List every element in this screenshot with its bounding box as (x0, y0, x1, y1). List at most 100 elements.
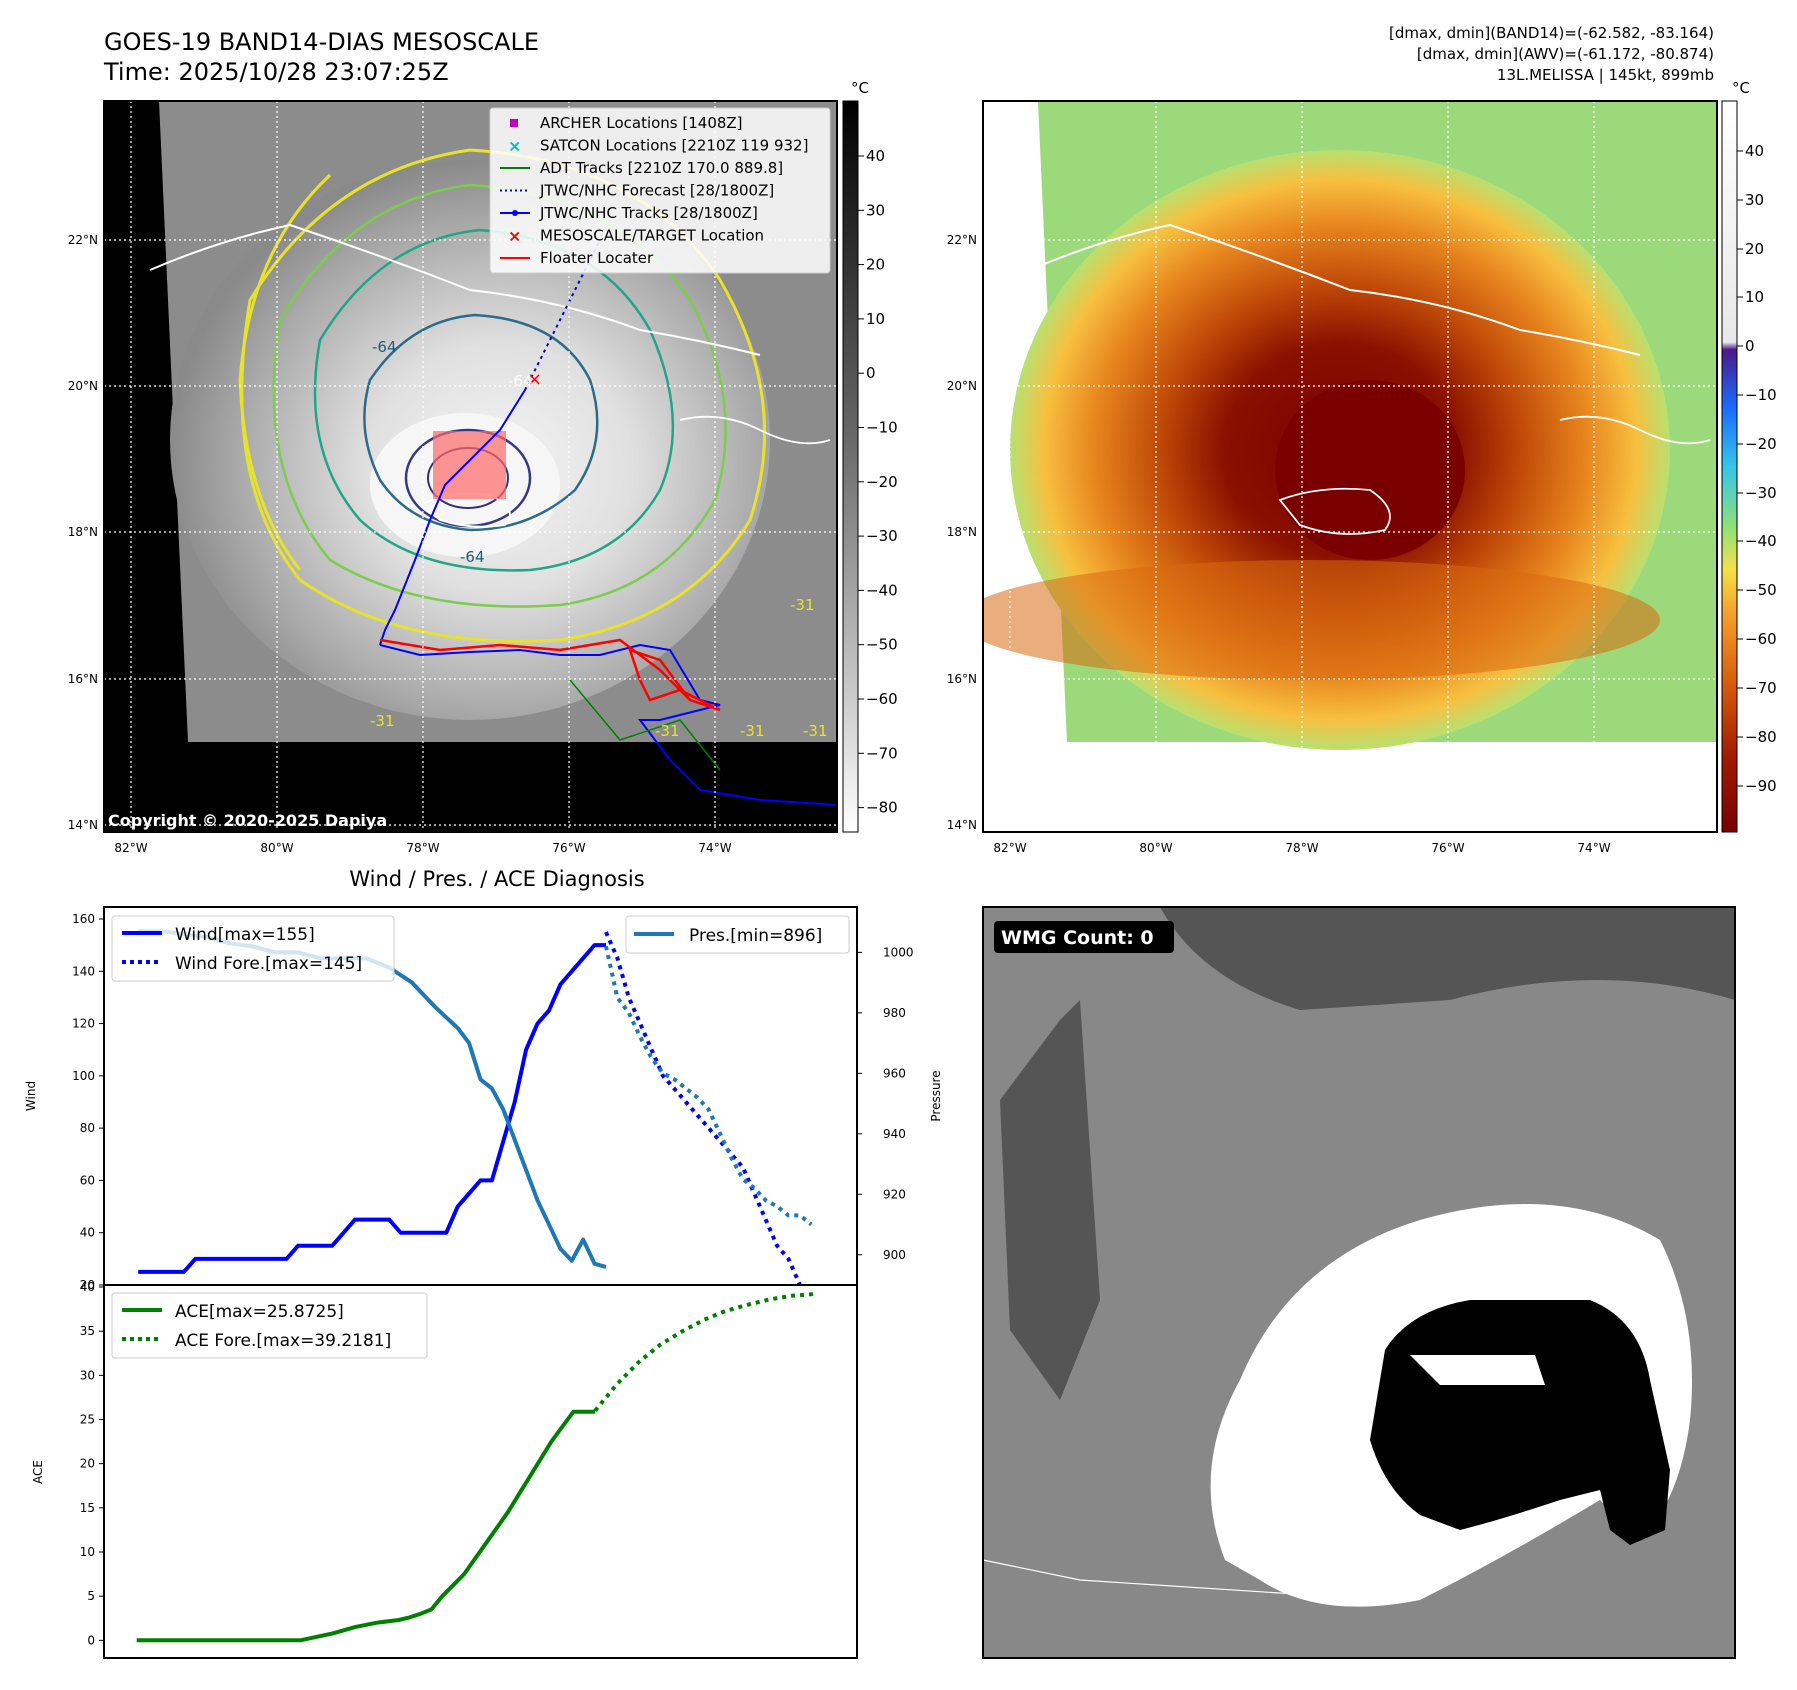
wind-legend-box (111, 915, 395, 982)
contour-yellow (240, 148, 767, 643)
wind-tick-label: 40 (80, 1226, 95, 1240)
colorbar-tick-label: −40 (866, 581, 898, 599)
copyright: Copyright © 2020-2025 Dapiya (108, 811, 387, 830)
colorbar-tick-label: 20 (1745, 240, 1764, 258)
contour-label: -31 (655, 722, 680, 740)
wind-legend-label: Wind[max=155] (175, 925, 315, 945)
colorbar-tick-label: −90 (1745, 777, 1777, 795)
legend-label: SATCON Locations [2210Z 119 932] (540, 137, 808, 155)
wind-pressure-frame (103, 906, 858, 1286)
lon-label: 78°W (1285, 841, 1318, 855)
colorbar-tick-label: −70 (866, 744, 898, 762)
contour-label: -64 (460, 548, 485, 566)
legend-label: ARCHER Locations [1408Z] (540, 114, 743, 132)
lat-label: 22°N (947, 233, 977, 247)
lon-label: 74°W (698, 841, 731, 855)
wmg-frame (982, 906, 1736, 1659)
legend-marker (510, 119, 518, 127)
legend-marker: × (508, 137, 521, 156)
ir-colorbar-unit: °C (851, 79, 869, 97)
pressure-forecast-line (604, 945, 813, 1227)
wmg-panel: WMG Count: 0 (982, 906, 1736, 1659)
jtwc-track (379, 389, 526, 646)
color-axis-labels: 82°W 80°W 78°W 76°W 74°W 22°N 20°N 18°N … (947, 233, 1611, 855)
lon-label: 82°W (114, 841, 147, 855)
pressure-tick-label: 1000 (883, 945, 914, 959)
color-rainband (983, 560, 1660, 680)
lat-label: 16°N (68, 672, 98, 686)
info-band14-range: [dmax, dmin](BAND14)=(-62.582, -83.164) (1389, 24, 1714, 42)
contour-label: -64 (508, 372, 533, 390)
ace-legend-box (111, 1292, 428, 1359)
colorbar-tick-label: 20 (866, 256, 885, 274)
contour-label: -31 (803, 722, 828, 740)
lon-label: 76°W (552, 841, 585, 855)
contour-green (272, 183, 727, 608)
lat-label: 14°N (947, 818, 977, 832)
wmg-eye (1410, 1355, 1545, 1385)
ace-legend-label: ACE[max=25.8725] (175, 1302, 344, 1322)
legend-label: JTWC/NHC Tracks [28/1800Z] (539, 204, 758, 222)
wind-tick-label: 140 (72, 964, 95, 978)
colorbar-tick-label: −30 (866, 527, 898, 545)
lon-label: 82°W (993, 841, 1026, 855)
jtwc-track-past (379, 643, 837, 806)
contour-labels: -64 -64 -64 -31 -31 -31 -31 -31 (370, 338, 828, 740)
contour-label: -64 (372, 338, 397, 356)
lat-label: 20°N (947, 379, 977, 393)
lat-label: 16°N (947, 672, 977, 686)
ace-tick-label: 5 (87, 1589, 95, 1603)
colorbar-tick-label: 0 (866, 364, 876, 382)
colorbar-tick-label: 40 (866, 147, 885, 165)
wmg-dark-region (1160, 907, 1735, 1010)
adt-track (569, 679, 721, 771)
wmg-dark-band (1000, 1000, 1100, 1400)
colorbar-tick-label: −80 (1745, 728, 1777, 746)
color-colorbar-bar (1721, 100, 1738, 833)
coastline-hispaniola (1559, 415, 1711, 445)
wind-tick-label: 120 (72, 1017, 95, 1031)
lat-label: 18°N (68, 525, 98, 539)
wind-tick-label: 20 (80, 1278, 95, 1292)
wmg-coastline (983, 1559, 1311, 1596)
wind-tick-label: 100 (72, 1069, 95, 1083)
color-map-panel (982, 100, 1718, 833)
ir-map-frame (103, 100, 838, 833)
colorbar-tick-label: −40 (1745, 532, 1777, 550)
contour-label: -31 (790, 596, 815, 614)
ace-chart: ACE 0 5 10 15 20 25 30 35 40 ACE[max=25.8725] AC… (31, 1280, 858, 1659)
ir-map-panel: × -64 -64 -64 -31 -31 -31 -31 -31 Copy (103, 100, 838, 833)
ace-tick-label: 10 (80, 1545, 95, 1559)
colorbar-tick-label: −60 (1745, 630, 1777, 648)
colorbar-tick-label: −70 (1745, 679, 1777, 697)
colorbar-tick-label: −60 (866, 690, 898, 708)
target-marker: × (527, 369, 542, 390)
ace-tick-label: 20 (80, 1457, 95, 1471)
wind-tick-label: 60 (80, 1173, 95, 1187)
wmg-black-core (1370, 1300, 1670, 1545)
ace-axis-label: ACE (31, 1460, 45, 1484)
color-core (1275, 380, 1465, 560)
legend-marker: × (508, 227, 521, 246)
colorbar-tick-label: 10 (866, 310, 885, 328)
lon-label: 78°W (406, 841, 439, 855)
colorbar-tick-label: −20 (1745, 435, 1777, 453)
colorbar-tick-label: 0 (1745, 337, 1755, 355)
color-colorbar: °C 40 30 20 10 0 −10 −20 −30 −40 −50 −60 −70 −80 −90 (1721, 79, 1777, 833)
pressure-tick-label: 960 (883, 1066, 906, 1080)
lat-label: 22°N (68, 233, 98, 247)
wind-line (138, 943, 606, 1274)
legend-marker-dot (512, 210, 518, 216)
coastline-cuba (1029, 223, 1641, 356)
floater-box (433, 431, 506, 499)
colorbar-tick-label: 30 (866, 201, 885, 219)
ir-axis-labels: 82°W 80°W 78°W 76°W 74°W 22°N 20°N 18°N … (68, 233, 732, 855)
lon-label: 74°W (1577, 841, 1610, 855)
contour-teal (313, 228, 675, 572)
colorbar-tick-label: −30 (1745, 484, 1777, 502)
ace-tick-label: 0 (87, 1633, 95, 1647)
coastline-jamaica (1278, 487, 1391, 535)
colorbar-tick-label: −10 (1745, 386, 1777, 404)
colorbar-tick-label: 10 (1745, 288, 1764, 306)
